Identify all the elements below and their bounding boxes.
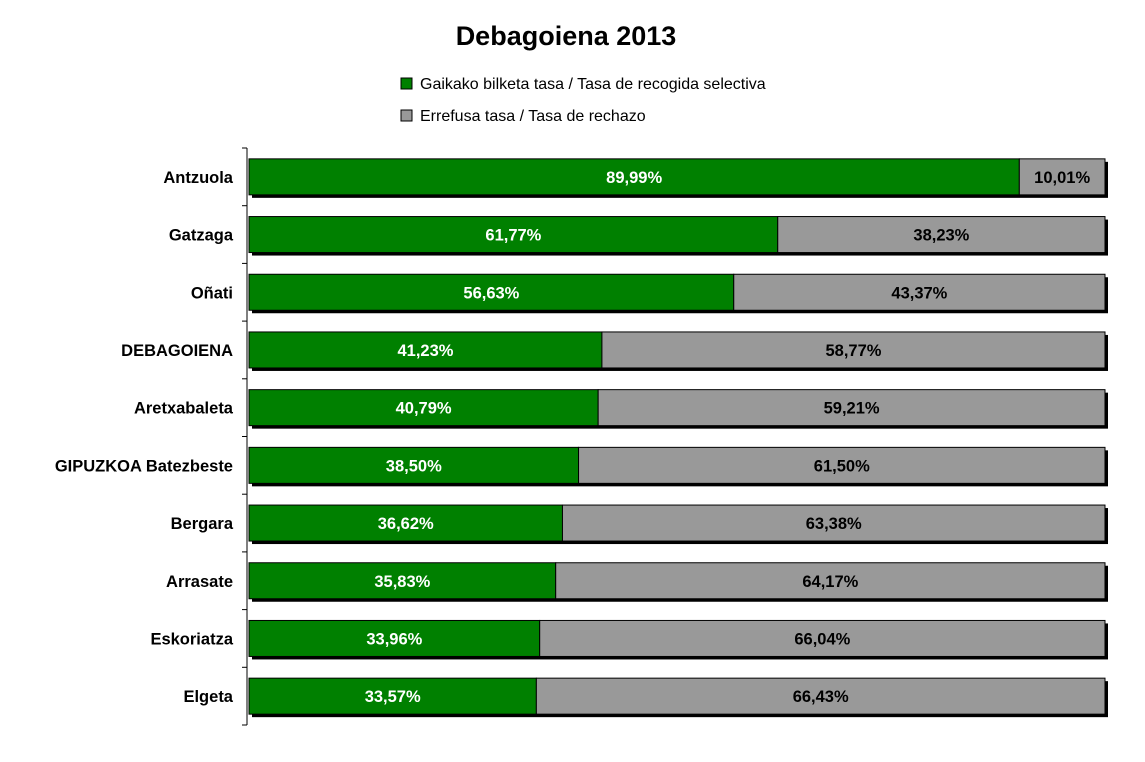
value-label-selective-eskoriatza: 33,96% [366, 630, 422, 648]
bar-selective-gatzaga [248, 216, 779, 254]
category-label-bergara: Bergara [171, 515, 234, 533]
bar-selective-aretxabaleta [248, 389, 599, 427]
legend: Gaikako bilketa tasa / Tasa de recogida … [400, 76, 766, 125]
value-label-selective-gatzaga: 61,77% [485, 227, 541, 245]
bar-rejection-aretxabaleta [597, 389, 1106, 427]
value-label-rejection-arrasate: 64,17% [802, 573, 858, 591]
category-label-arrasate: Arrasate [166, 573, 233, 591]
value-label-selective-bergara: 36,62% [378, 515, 434, 533]
category-label-gipuzkoa-batezbeste: GIPUZKOA Batezbeste [55, 457, 233, 475]
bar-selective-onati [248, 273, 735, 311]
bar-rejection-elgeta [535, 677, 1106, 715]
legend-label-selective-collection: Gaikako bilketa tasa / Tasa de recogida … [420, 76, 766, 93]
value-label-rejection-debagoiena: 58,77% [825, 342, 881, 360]
bar-rejection-arrasate [555, 562, 1106, 600]
bar-rejection-antzuola [1018, 158, 1106, 196]
value-label-selective-onati: 56,63% [463, 284, 519, 302]
bar-rejection-gipuzkoa-batezbeste [578, 446, 1106, 484]
value-label-selective-antzuola: 89,99% [606, 169, 662, 187]
category-label-debagoiena: DEBAGOIENA [121, 342, 233, 360]
value-label-rejection-antzuola: 10,01% [1034, 169, 1090, 187]
legend-swatch-selective-collection [400, 77, 413, 90]
bar-rejection-onati [733, 273, 1106, 311]
category-label-elgeta: Elgeta [183, 688, 233, 706]
category-label-antzuola: Antzuola [163, 169, 233, 187]
legend-swatch-rejection-rate [400, 109, 413, 122]
category-label-eskoriatza: Eskoriatza [150, 630, 233, 648]
category-label-aretxabaleta: Aretxabaleta [134, 400, 234, 418]
bar-selective-debagoiena [248, 331, 603, 369]
value-label-selective-aretxabaleta: 40,79% [396, 400, 452, 418]
bar-rejection-bergara [561, 504, 1106, 542]
category-label-onati: Oñati [191, 284, 233, 302]
value-label-rejection-aretxabaleta: 59,21% [824, 400, 880, 418]
bar-rejection-gatzaga [777, 216, 1106, 254]
value-label-rejection-gipuzkoa-batezbeste: 61,50% [814, 457, 870, 475]
value-label-selective-debagoiena: 41,23% [397, 342, 453, 360]
category-label-gatzaga: Gatzaga [169, 227, 234, 245]
value-label-rejection-bergara: 63,38% [806, 515, 862, 533]
value-label-selective-elgeta: 33,57% [365, 688, 421, 706]
legend-label-rejection-rate: Errefusa tasa / Tasa de rechazo [420, 108, 646, 125]
chart-title: Debagoiena 2013 [456, 21, 677, 51]
value-label-rejection-gatzaga: 38,23% [913, 227, 969, 245]
value-label-rejection-onati: 43,37% [891, 284, 947, 302]
value-label-selective-gipuzkoa-batezbeste: 38,50% [386, 457, 442, 475]
value-label-rejection-elgeta: 66,43% [793, 688, 849, 706]
plot-area: Antzuola 89,99% 10,01% Gatzaga 61,77% 38,23% O… [55, 147, 1108, 726]
bar-rejection-eskoriatza [539, 619, 1106, 657]
value-label-rejection-eskoriatza: 66,04% [794, 630, 850, 648]
bar-selective-antzuola [248, 158, 1020, 196]
bar-selective-bergara [248, 504, 563, 542]
bar-rejection-debagoiena [601, 331, 1106, 369]
bar-selective-arrasate [248, 562, 557, 600]
value-label-selective-arrasate: 35,83% [374, 573, 430, 591]
